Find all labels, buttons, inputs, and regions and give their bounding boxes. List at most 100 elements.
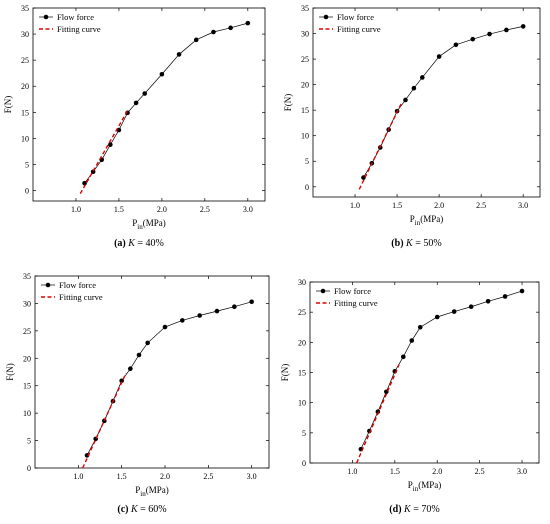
x-tick-label: 1.5 <box>390 467 400 476</box>
flow-force-point <box>197 313 202 318</box>
y-tick-label: 30 <box>21 30 29 39</box>
x-tick-label: 1.5 <box>392 201 402 210</box>
flow-force-point <box>453 42 459 48</box>
flow-force-point <box>520 24 526 29</box>
chart-panel-d: 1.0 1.5 2.0 2.5 3.0 0 5 10 15 20 25 30 F(N) Pin(MPa) F… <box>275 262 550 524</box>
y-tick-label: 10 <box>21 134 29 143</box>
flow-force-point <box>411 85 417 91</box>
y-axis-label: F(N) <box>280 364 290 382</box>
flow-force-point <box>176 52 182 57</box>
legend-fit-label: Fitting curve <box>337 24 381 34</box>
flow-force-point <box>417 324 423 330</box>
flow-force-point <box>451 309 457 314</box>
y-tick-label: 30 <box>301 30 309 39</box>
x-tick-label: 1.0 <box>350 201 360 210</box>
y-axis-label: F(N) <box>283 94 293 112</box>
x-axis-label-sub: in <box>413 485 419 493</box>
plot-frame <box>312 7 541 198</box>
flow-force-point <box>487 31 492 37</box>
flow-force-point <box>180 318 185 323</box>
plot-frame <box>34 275 270 469</box>
y-tick-label: 20 <box>301 81 309 90</box>
flow-force-point <box>228 25 233 31</box>
flow-force-point <box>162 324 168 330</box>
flow-force-point <box>232 304 237 310</box>
flow-force-point <box>504 27 509 33</box>
y-tick-label: 15 <box>23 382 31 391</box>
chart-svg-a: 1.0 1.5 2.0 2.5 3.0 0 5 10 15 20 25 30 35 F(N) Pin(MPa… <box>3 4 266 249</box>
panel-caption: (a) K = 40% <box>114 238 164 249</box>
flow-force-point <box>82 180 87 186</box>
plot-frame <box>309 281 540 464</box>
flow-force-point <box>436 54 442 59</box>
caption-letter: (c) <box>117 504 128 515</box>
legend-flow-marker <box>320 288 326 294</box>
y-tick-label: 0 <box>302 459 306 468</box>
y-tick-label: 5 <box>25 160 29 169</box>
y-tick-label: 30 <box>298 278 306 287</box>
x-axis-label-unit: (MPa) <box>146 485 169 495</box>
y-tick-label: 35 <box>21 4 29 13</box>
x-axis-label-sub: in <box>415 219 421 227</box>
x-axis-label: Pin(MPa) <box>135 485 168 498</box>
chart-svg-d: 1.0 1.5 2.0 2.5 3.0 0 5 10 15 20 25 30 F(N) Pin(MPa) F… <box>280 278 540 515</box>
flow-force-point <box>434 314 440 320</box>
x-axis-label-unit: (MPa) <box>418 480 441 490</box>
flow-force-point <box>159 71 165 77</box>
x-tick-label: 1.0 <box>71 205 81 214</box>
y-tick-label: 25 <box>23 327 31 336</box>
flow-force-point <box>193 37 199 43</box>
caption-value: = 60% <box>140 504 166 515</box>
y-tick-label: 0 <box>25 187 29 196</box>
flow-force-point <box>468 304 474 310</box>
legend-fit-label: Fitting curve <box>334 298 378 308</box>
flow-force-point <box>400 354 406 360</box>
y-tick-label: 15 <box>298 369 306 378</box>
x-tick-label: 2.5 <box>200 205 210 214</box>
y-tick-label: 35 <box>23 272 31 281</box>
flow-force-point <box>142 91 148 96</box>
y-tick-label: 25 <box>301 55 309 64</box>
x-tick-label: 2.0 <box>160 472 170 481</box>
caption-value: = 70% <box>413 504 439 515</box>
caption-variable: K <box>130 504 139 515</box>
legend-flow-label: Flow force <box>59 280 96 290</box>
flow-force-line <box>86 301 252 456</box>
caption-variable: K <box>405 238 414 249</box>
panel-caption: (c) K = 60% <box>117 504 166 515</box>
chart-panel-b: 1.0 1.5 2.0 2.5 3.0 0 5 10 15 20 25 30 35 F(N) Pin(MPa… <box>275 0 550 262</box>
flow-force-point <box>419 75 425 80</box>
flow-force-point <box>502 294 508 299</box>
flow-force-point <box>249 299 254 305</box>
fitting-curve-line <box>82 372 127 469</box>
flow-force-point <box>133 100 139 106</box>
flow-force-line <box>84 22 248 184</box>
x-tick-label: 2.5 <box>203 472 213 481</box>
flow-force-line <box>360 290 523 450</box>
x-tick-label: 3.0 <box>518 201 528 210</box>
chart-panel-c: 1.0 1.5 2.0 2.5 3.0 0 5 10 15 20 25 30 35 F(N) Pin(MPa… <box>0 262 275 524</box>
x-tick-label: 2.0 <box>434 201 444 210</box>
x-tick-label: 1.0 <box>347 467 357 476</box>
legend-flow-label: Flow force <box>57 12 94 22</box>
chart-svg-c: 1.0 1.5 2.0 2.5 3.0 0 5 10 15 20 25 30 35 F(N) Pin(MPa… <box>5 272 270 515</box>
x-axis-label-sub: in <box>140 490 146 498</box>
y-tick-label: 5 <box>302 429 306 438</box>
legend-fit-label: Fitting curve <box>59 292 103 302</box>
x-axis-label: Pin(MPa) <box>410 214 443 227</box>
x-tick-label: 3.0 <box>247 472 257 481</box>
x-axis-label-sub: in <box>137 223 143 231</box>
y-tick-label: 15 <box>301 106 309 115</box>
flow-force-point <box>403 97 408 103</box>
caption-value: = 50% <box>415 238 441 249</box>
legend-flow-label: Flow force <box>337 12 374 22</box>
chart-panel-a: 1.0 1.5 2.0 2.5 3.0 0 5 10 15 20 25 30 35 F(N) Pin(MPa… <box>0 0 275 262</box>
legend-fit-label: Fitting curve <box>57 24 101 34</box>
y-axis-label: F(N) <box>5 363 15 381</box>
x-axis-label-main: P <box>132 218 137 228</box>
flow-force-point <box>145 340 150 346</box>
flow-force-point <box>361 175 366 180</box>
y-tick-label: 10 <box>23 409 31 418</box>
x-tick-label: 3.0 <box>517 467 527 476</box>
x-tick-label: 2.5 <box>476 201 486 210</box>
